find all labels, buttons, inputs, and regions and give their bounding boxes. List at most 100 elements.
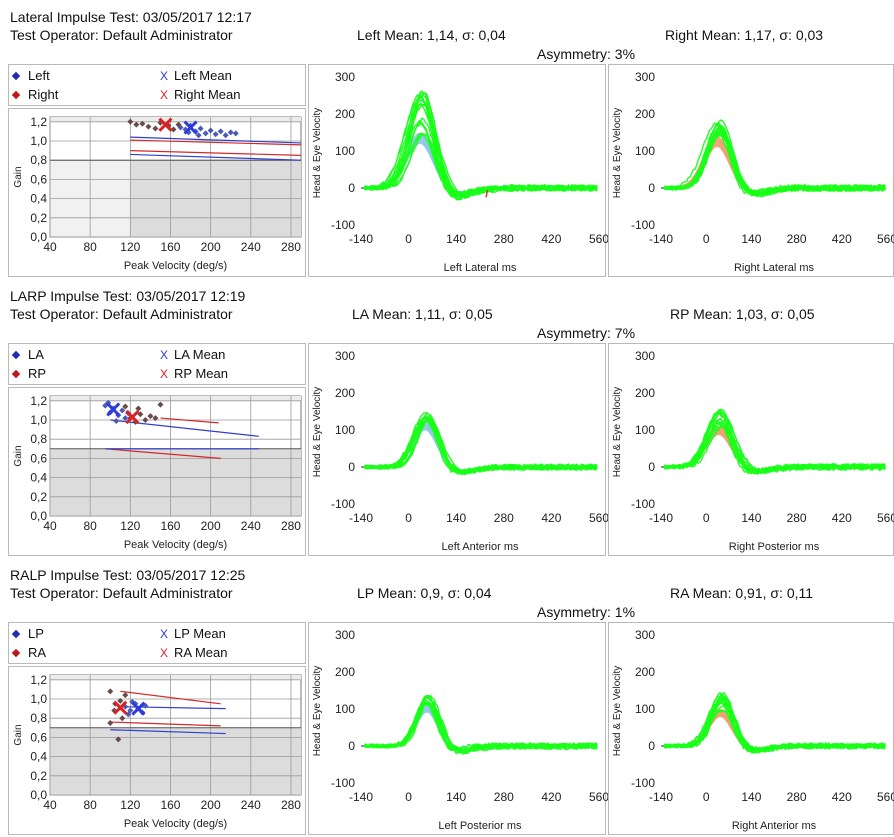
x-tick-label: 200 — [201, 240, 221, 254]
blue-cross-icon: X — [160, 348, 169, 362]
left-velocity-chart: -100 0 100 200 300 -140 0 140 280 420 560 Left Ante… — [312, 349, 609, 553]
right-mean-text: Right Mean: 1,17, σ: 0,03 — [665, 27, 824, 43]
x-tick-label: 140 — [446, 232, 466, 246]
y-tick-label: 200 — [635, 665, 655, 679]
left-data-point — [195, 132, 202, 139]
norm-line — [130, 139, 302, 146]
y-tick-label: 0 — [348, 460, 355, 474]
gain-scatter-chart: 40 80 120 160 200 240 280 0,0 0,2 0,4 0,6 0,8 1,0 1,2… — [13, 673, 302, 830]
legend-right-mean: X RP Mean — [160, 366, 228, 381]
y-tick-label: -100 — [331, 776, 355, 790]
x-tick-label: 280 — [281, 519, 301, 533]
y-tick-label: 0 — [348, 739, 355, 753]
y-axis-label: Head & Eye Velocity — [312, 666, 323, 757]
right-data-point — [127, 118, 134, 125]
y-tick-label: 0,6 — [30, 730, 47, 744]
x-tick-label: 160 — [160, 798, 180, 812]
y-tick-label: 100 — [635, 423, 655, 437]
right-data-point — [175, 121, 182, 128]
x-tick-label: 140 — [741, 790, 761, 804]
y-tick-label: 0,6 — [30, 172, 47, 186]
red-marker — [485, 189, 489, 198]
x-tick-label: 200 — [201, 519, 221, 533]
x-axis-label: Peak Velocity (deg/s) — [124, 539, 227, 551]
left-data-point — [177, 124, 184, 131]
legend-left: LP — [11, 626, 44, 641]
norm-line — [120, 690, 221, 705]
right-data-point — [152, 415, 159, 422]
left-data-point — [122, 703, 129, 710]
legend-left: Left — [11, 68, 50, 83]
right-data-point — [111, 707, 118, 714]
ralp-impulse-section: RALP Impulse Test: 03/05/2017 12:25 Test… — [0, 558, 894, 837]
x-axis-label: Left Posterior ms — [438, 820, 522, 832]
x-tick-label: 120 — [120, 519, 140, 533]
left-mean-cross — [106, 402, 121, 417]
y-tick-label: 300 — [335, 628, 355, 642]
legend-right: RA — [11, 645, 46, 660]
asymmetry-text: Asymmetry: 7% — [537, 325, 636, 341]
top-band — [50, 396, 301, 401]
legend-right-mean: X Right Mean — [160, 87, 241, 102]
y-tick-label: 0,8 — [30, 153, 47, 167]
x-tick-label: 0 — [703, 790, 710, 804]
left-mean-text: Left Mean: 1,14, σ: 0,04 — [357, 27, 506, 43]
test-operator: Test Operator: Default Administrator — [10, 585, 233, 601]
y-axis-label: Gain — [13, 166, 24, 187]
gain-chart-box: 40 80 120 160 200 240 280 0,0 0,2 0,4 0,6 0,8 1,0 1,2… — [8, 108, 306, 277]
x-tick-label: 120 — [120, 798, 140, 812]
y-tick-label: 100 — [635, 702, 655, 716]
top-band — [50, 117, 301, 122]
x-axis-label: Right Lateral ms — [734, 262, 815, 274]
left-data-point — [217, 128, 224, 135]
right-data-point — [107, 720, 114, 726]
y-tick-label: -100 — [331, 497, 355, 511]
norm-line — [130, 153, 302, 161]
red-diamond-icon — [11, 90, 21, 100]
right-data-point — [115, 736, 122, 743]
legend-box: LA RP X LA Mean X RP Mean — [8, 343, 306, 385]
legend-left-mean: X Left Mean — [160, 68, 232, 83]
left-data-point — [202, 130, 209, 137]
x-tick-label: -140 — [349, 790, 373, 804]
x-tick-label: -140 — [649, 790, 673, 804]
x-tick-label: 280 — [494, 232, 514, 246]
left-data-point — [212, 131, 219, 138]
eye-velocity-trace — [663, 122, 886, 198]
x-tick-label: 80 — [83, 240, 97, 254]
y-tick-label: 0,4 — [30, 192, 47, 206]
eye-velocity-trace — [664, 119, 886, 196]
y-axis-label: Gain — [13, 445, 24, 466]
x-tick-label: 240 — [241, 798, 261, 812]
x-tick-label: 80 — [83, 798, 97, 812]
x-tick-label: 280 — [787, 790, 807, 804]
right-mean-cross — [158, 117, 173, 132]
test-title: LARP Impulse Test: 03/05/2017 12:19 — [10, 288, 246, 304]
right-data-point — [139, 120, 146, 127]
y-tick-label: 0,2 — [30, 769, 47, 783]
norm-line — [105, 448, 221, 459]
y-axis-label: Head & Eye Velocity — [612, 108, 623, 199]
y-tick-label: 0 — [648, 181, 655, 195]
x-tick-label: -140 — [349, 232, 373, 246]
y-axis-label: Gain — [13, 724, 24, 745]
blue-diamond-icon — [11, 629, 21, 639]
eye-velocity-trace — [663, 123, 886, 195]
x-tick-label: 420 — [541, 232, 561, 246]
x-tick-label: 280 — [787, 511, 807, 525]
x-tick-label: 200 — [201, 798, 221, 812]
right-data-point — [107, 688, 114, 695]
gain-scatter-chart: 40 80 120 160 200 240 280 0,0 0,2 0,4 0,6 0,8 1,0 1,2… — [13, 115, 302, 272]
left-data-point — [227, 129, 234, 136]
red-cross-icon: X — [160, 88, 169, 102]
eye-velocity-trace — [364, 418, 598, 476]
right-data-point — [133, 121, 140, 128]
right-data-point — [117, 697, 124, 704]
y-tick-label: 100 — [635, 144, 655, 158]
x-tick-label: 140 — [741, 232, 761, 246]
x-tick-label: -140 — [649, 232, 673, 246]
x-tick-label: 0 — [703, 232, 710, 246]
x-axis-label: Left Anterior ms — [441, 541, 519, 553]
red-cross-icon: X — [160, 367, 169, 381]
left-velocity-chart-box: -100 0 100 200 300 -140 0 140 280 420 560 Left Post… — [308, 622, 609, 835]
